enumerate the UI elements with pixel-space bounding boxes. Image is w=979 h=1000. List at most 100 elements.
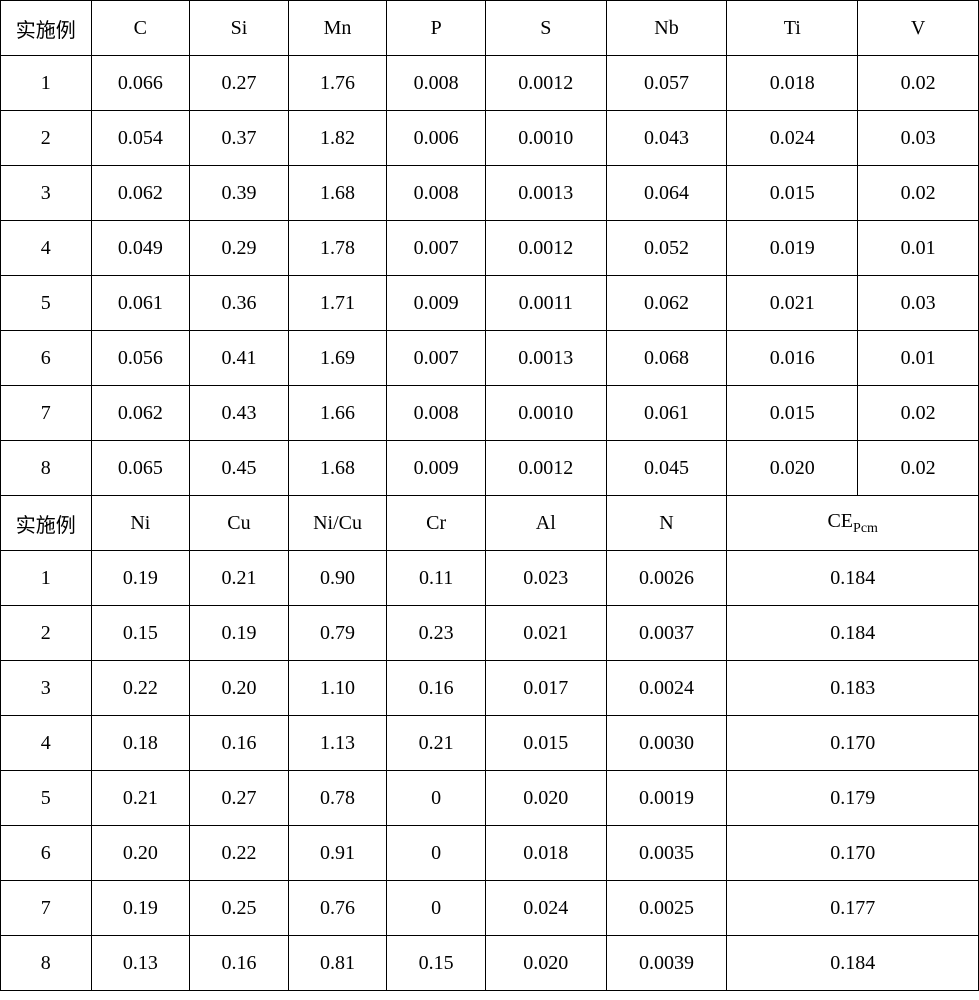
- table-row: 70.0620.431.660.0080.00100.0610.0150.02: [1, 386, 979, 441]
- data-cell: 0.061: [606, 386, 727, 441]
- table-row: 10.190.210.900.110.0230.00260.184: [1, 551, 979, 606]
- data-cell: 0.01: [858, 331, 979, 386]
- data-cell: 0.0019: [606, 771, 727, 826]
- col-header: Cu: [190, 496, 289, 551]
- data-cell: 0.22: [91, 661, 190, 716]
- data-cell: 0.03: [858, 111, 979, 166]
- data-cell: 0.11: [387, 551, 486, 606]
- data-cell: 0.184: [727, 936, 979, 991]
- data-cell: 0.02: [858, 56, 979, 111]
- data-cell: 0.03: [858, 276, 979, 331]
- data-cell: 0.37: [190, 111, 289, 166]
- data-cell: 0.0010: [485, 111, 606, 166]
- col-header: Ni/Cu: [288, 496, 387, 551]
- data-cell: 8: [1, 936, 92, 991]
- data-cell: 0.45: [190, 441, 289, 496]
- data-cell: 0.006: [387, 111, 486, 166]
- data-cell: 8: [1, 441, 92, 496]
- col-header: Nb: [606, 1, 727, 56]
- data-cell: 0.061: [91, 276, 190, 331]
- data-cell: 1.13: [288, 716, 387, 771]
- data-cell: 0.177: [727, 881, 979, 936]
- data-cell: 0.054: [91, 111, 190, 166]
- data-cell: 0.008: [387, 166, 486, 221]
- data-cell: 0.02: [858, 166, 979, 221]
- data-cell: 0.15: [91, 606, 190, 661]
- data-cell: 0.020: [727, 441, 858, 496]
- col-header: V: [858, 1, 979, 56]
- data-cell: 0.0037: [606, 606, 727, 661]
- col-header: S: [485, 1, 606, 56]
- data-cell: 0.0012: [485, 441, 606, 496]
- data-cell: 0.0012: [485, 221, 606, 276]
- composition-table: 实施例CSiMnPSNbTiV10.0660.271.760.0080.0012…: [0, 0, 979, 991]
- data-cell: 1: [1, 56, 92, 111]
- data-cell: 0.41: [190, 331, 289, 386]
- data-cell: 0.020: [485, 936, 606, 991]
- data-cell: 2: [1, 606, 92, 661]
- data-cell: 0.023: [485, 551, 606, 606]
- table-row: 70.190.250.7600.0240.00250.177: [1, 881, 979, 936]
- col-header: Al: [485, 496, 606, 551]
- data-cell: 0.0035: [606, 826, 727, 881]
- data-cell: 5: [1, 771, 92, 826]
- data-cell: 0.0030: [606, 716, 727, 771]
- col-header: 实施例: [1, 496, 92, 551]
- data-cell: 0.36: [190, 276, 289, 331]
- data-cell: 0.43: [190, 386, 289, 441]
- data-cell: 0.008: [387, 386, 486, 441]
- data-cell: 0: [387, 881, 486, 936]
- table-row: 40.180.161.130.210.0150.00300.170: [1, 716, 979, 771]
- data-cell: 0.062: [91, 166, 190, 221]
- data-cell: 0.23: [387, 606, 486, 661]
- col-header: N: [606, 496, 727, 551]
- data-cell: 0.16: [190, 936, 289, 991]
- data-cell: 0.79: [288, 606, 387, 661]
- data-cell: 1.71: [288, 276, 387, 331]
- data-cell: 0.018: [485, 826, 606, 881]
- data-cell: 0.062: [606, 276, 727, 331]
- table-row: 40.0490.291.780.0070.00120.0520.0190.01: [1, 221, 979, 276]
- data-cell: 0.015: [727, 386, 858, 441]
- data-cell: 0.22: [190, 826, 289, 881]
- table-row: 20.0540.371.820.0060.00100.0430.0240.03: [1, 111, 979, 166]
- data-cell: 0.0013: [485, 166, 606, 221]
- data-cell: 0.0024: [606, 661, 727, 716]
- data-cell: 0.27: [190, 771, 289, 826]
- data-cell: 3: [1, 166, 92, 221]
- table-row: 80.130.160.810.150.0200.00390.184: [1, 936, 979, 991]
- col-header: 实施例: [1, 1, 92, 56]
- data-cell: 0.049: [91, 221, 190, 276]
- data-cell: 0.007: [387, 331, 486, 386]
- data-cell: 0.90: [288, 551, 387, 606]
- col-header: Ti: [727, 1, 858, 56]
- data-cell: 0.81: [288, 936, 387, 991]
- data-cell: 0.179: [727, 771, 979, 826]
- data-cell: 0.066: [91, 56, 190, 111]
- table-row: 60.200.220.9100.0180.00350.170: [1, 826, 979, 881]
- data-cell: 0.02: [858, 386, 979, 441]
- data-cell: 0.024: [485, 881, 606, 936]
- data-cell: 0.184: [727, 551, 979, 606]
- data-cell: 2: [1, 111, 92, 166]
- data-cell: 0.13: [91, 936, 190, 991]
- table-row: 60.0560.411.690.0070.00130.0680.0160.01: [1, 331, 979, 386]
- data-cell: 0.052: [606, 221, 727, 276]
- data-cell: 0.19: [190, 606, 289, 661]
- data-cell: 0.017: [485, 661, 606, 716]
- table-row: 30.220.201.100.160.0170.00240.183: [1, 661, 979, 716]
- table-row: 20.150.190.790.230.0210.00370.184: [1, 606, 979, 661]
- data-cell: 4: [1, 716, 92, 771]
- data-cell: 1.68: [288, 441, 387, 496]
- data-cell: 0.009: [387, 441, 486, 496]
- data-cell: 3: [1, 661, 92, 716]
- data-cell: 7: [1, 881, 92, 936]
- data-cell: 0.065: [91, 441, 190, 496]
- data-cell: 0.043: [606, 111, 727, 166]
- data-cell: 0.91: [288, 826, 387, 881]
- data-cell: 0.064: [606, 166, 727, 221]
- data-cell: 0.015: [727, 166, 858, 221]
- data-cell: 0.015: [485, 716, 606, 771]
- data-cell: 6: [1, 826, 92, 881]
- col-header: C: [91, 1, 190, 56]
